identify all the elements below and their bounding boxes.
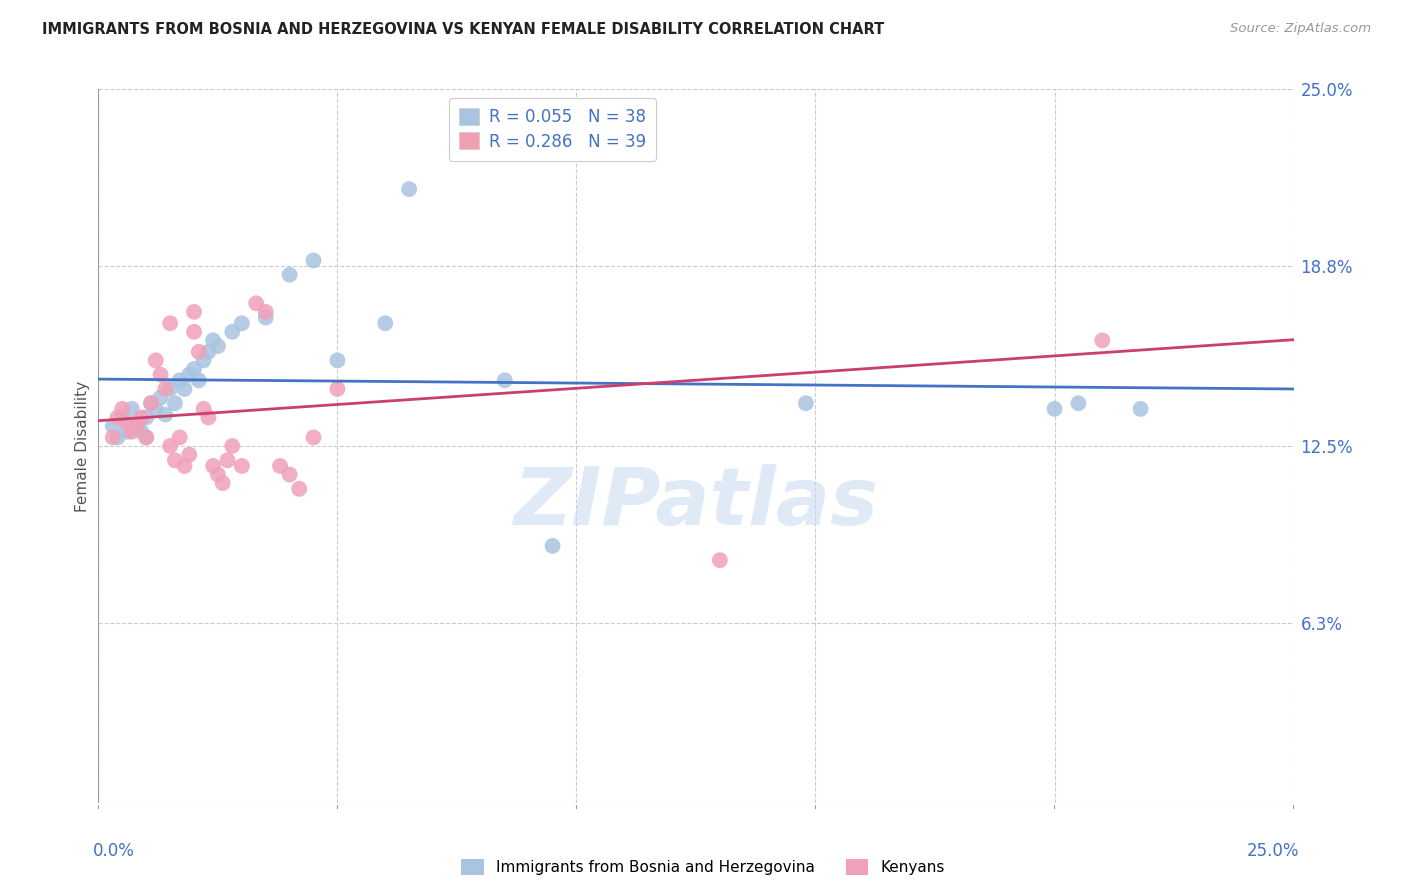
Text: IMMIGRANTS FROM BOSNIA AND HERZEGOVINA VS KENYAN FEMALE DISABILITY CORRELATION C: IMMIGRANTS FROM BOSNIA AND HERZEGOVINA V… — [42, 22, 884, 37]
Point — [245, 296, 267, 310]
Text: Source: ZipAtlas.com: Source: ZipAtlas.com — [1230, 22, 1371, 36]
Point — [202, 458, 225, 473]
Point — [302, 253, 325, 268]
Point — [159, 382, 181, 396]
Point — [169, 430, 191, 444]
Point — [183, 362, 205, 376]
Point — [288, 482, 311, 496]
Point — [207, 339, 229, 353]
Point — [115, 416, 138, 430]
Point — [125, 419, 148, 434]
Point — [173, 382, 195, 396]
Point — [107, 410, 129, 425]
Point — [135, 410, 157, 425]
Text: ZIPatlas: ZIPatlas — [513, 464, 879, 542]
Point — [211, 476, 233, 491]
Point — [163, 453, 186, 467]
Point — [101, 430, 124, 444]
Point — [131, 425, 153, 439]
Point — [326, 353, 349, 368]
Point — [231, 458, 253, 473]
Point — [139, 396, 162, 410]
Point — [278, 467, 301, 482]
Point — [169, 373, 191, 387]
Point — [202, 334, 225, 348]
Point — [179, 368, 201, 382]
Point — [221, 439, 243, 453]
Point — [197, 410, 219, 425]
Point — [115, 425, 138, 439]
Legend: Immigrants from Bosnia and Herzegovina, Kenyans: Immigrants from Bosnia and Herzegovina, … — [461, 860, 945, 875]
Point — [1129, 401, 1152, 416]
Point — [302, 430, 325, 444]
Point — [269, 458, 291, 473]
Point — [131, 410, 153, 425]
Point — [139, 396, 162, 410]
Point — [159, 316, 181, 330]
Point — [107, 430, 129, 444]
Point — [398, 182, 420, 196]
Point — [231, 316, 253, 330]
Point — [326, 382, 349, 396]
Point — [1067, 396, 1090, 410]
Point — [121, 425, 143, 439]
Point — [207, 467, 229, 482]
Point — [709, 553, 731, 567]
Point — [187, 344, 209, 359]
Point — [187, 373, 209, 387]
Point — [794, 396, 817, 410]
Point — [183, 325, 205, 339]
Point — [145, 353, 167, 368]
Point — [278, 268, 301, 282]
Point — [145, 401, 167, 416]
Point — [159, 439, 181, 453]
Point — [121, 401, 143, 416]
Point — [193, 353, 215, 368]
Point — [1091, 334, 1114, 348]
Point — [111, 401, 134, 416]
Point — [135, 430, 157, 444]
Point — [135, 430, 157, 444]
Point — [173, 458, 195, 473]
Point — [565, 111, 588, 125]
Point — [254, 305, 277, 319]
Point — [254, 310, 277, 325]
Point — [149, 391, 172, 405]
Point — [374, 316, 396, 330]
Point — [125, 416, 148, 430]
Point — [193, 401, 215, 416]
Point — [183, 305, 205, 319]
Point — [155, 408, 177, 422]
Point — [149, 368, 172, 382]
Text: 25.0%: 25.0% — [1247, 842, 1299, 860]
Point — [101, 419, 124, 434]
Point — [163, 396, 186, 410]
Point — [155, 382, 177, 396]
Legend: R = 0.055   N = 38, R = 0.286   N = 39: R = 0.055 N = 38, R = 0.286 N = 39 — [449, 97, 657, 161]
Point — [221, 325, 243, 339]
Text: 0.0%: 0.0% — [93, 842, 135, 860]
Point — [111, 410, 134, 425]
Point — [1043, 401, 1066, 416]
Point — [541, 539, 564, 553]
Point — [179, 448, 201, 462]
Point — [494, 373, 516, 387]
Point — [197, 344, 219, 359]
Y-axis label: Female Disability: Female Disability — [75, 380, 90, 512]
Point — [217, 453, 239, 467]
